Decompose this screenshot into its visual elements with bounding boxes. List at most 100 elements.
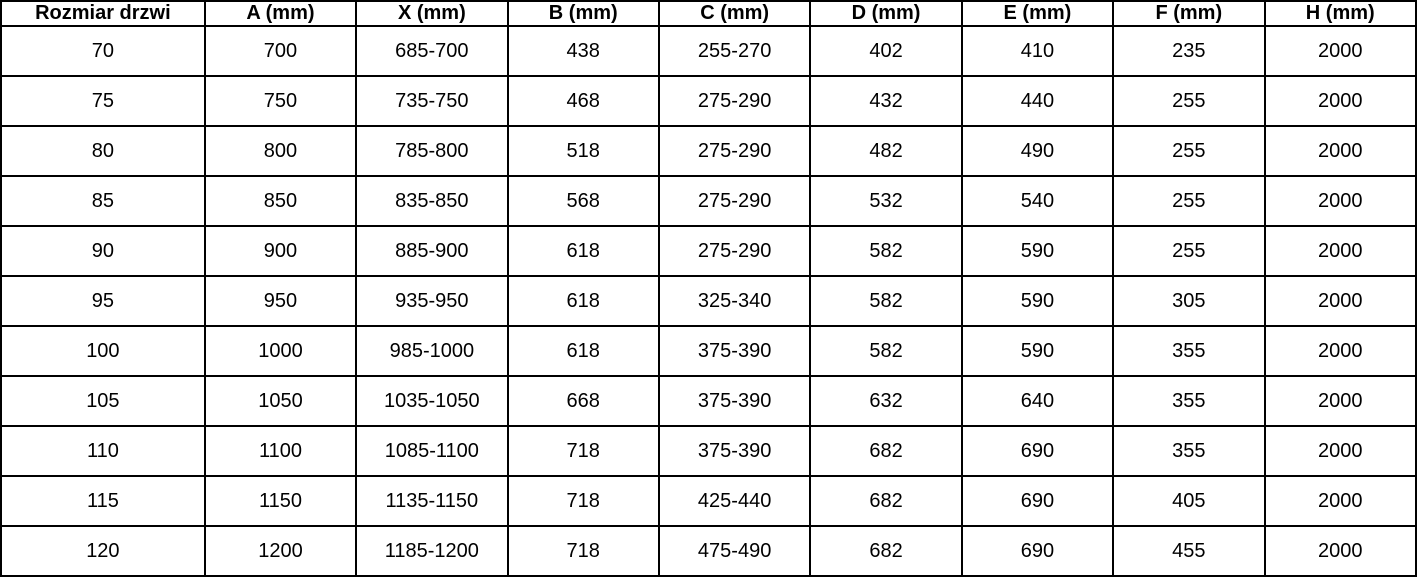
table-row: 120 1200 1185-1200 718 475-490 682 690 455 2000 bbox=[0, 525, 1417, 577]
table-cell: 355 bbox=[1112, 425, 1266, 477]
table-cell: 482 bbox=[809, 125, 963, 177]
table-cell: 455 bbox=[1112, 525, 1266, 577]
table-cell: 70 bbox=[0, 25, 206, 77]
table-cell: 632 bbox=[809, 375, 963, 427]
table-cell: 985-1000 bbox=[355, 325, 509, 377]
table-cell: 115 bbox=[0, 475, 206, 527]
table-row: 100 1000 985-1000 618 375-390 582 590 355 2000 bbox=[0, 325, 1417, 377]
table-cell: 618 bbox=[506, 275, 660, 327]
table-cell: 80 bbox=[0, 125, 206, 177]
table-cell: 2000 bbox=[1263, 525, 1417, 577]
table-cell: 475-490 bbox=[657, 525, 812, 577]
table-cell: 532 bbox=[809, 175, 963, 227]
table-cell: 682 bbox=[809, 475, 963, 527]
table-cell: 405 bbox=[1112, 475, 1266, 527]
table-cell: 750 bbox=[203, 75, 358, 127]
table-cell: 438 bbox=[506, 25, 660, 77]
table-cell: 1035-1050 bbox=[355, 375, 509, 427]
table-cell: 2000 bbox=[1263, 75, 1417, 127]
table-cell: 375-390 bbox=[657, 425, 812, 477]
table-cell: 935-950 bbox=[355, 275, 509, 327]
table-row: 70 700 685-700 438 255-270 402 410 235 2000 bbox=[0, 25, 1417, 77]
column-header: F (mm) bbox=[1112, 0, 1266, 27]
table-cell: 2000 bbox=[1263, 475, 1417, 527]
table-cell: 518 bbox=[506, 125, 660, 177]
table-cell: 425-440 bbox=[657, 475, 812, 527]
table-cell: 2000 bbox=[1263, 175, 1417, 227]
table-cell: 582 bbox=[809, 225, 963, 277]
table-cell: 2000 bbox=[1263, 375, 1417, 427]
table-row: 110 1100 1085-1100 718 375-390 682 690 355 2000 bbox=[0, 425, 1417, 477]
column-header: A (mm) bbox=[203, 0, 358, 27]
table-row: 90 900 885-900 618 275-290 582 590 255 2000 bbox=[0, 225, 1417, 277]
table-cell: 718 bbox=[506, 475, 660, 527]
table-cell: 785-800 bbox=[355, 125, 509, 177]
table-cell: 735-750 bbox=[355, 75, 509, 127]
table-cell: 100 bbox=[0, 325, 206, 377]
table-cell: 718 bbox=[506, 425, 660, 477]
table-cell: 1100 bbox=[203, 425, 358, 477]
table-row: 105 1050 1035-1050 668 375-390 632 640 355 2000 bbox=[0, 375, 1417, 427]
table-cell: 120 bbox=[0, 525, 206, 577]
table-cell: 490 bbox=[960, 125, 1115, 177]
table-cell: 432 bbox=[809, 75, 963, 127]
table-cell: 2000 bbox=[1263, 275, 1417, 327]
table-cell: 305 bbox=[1112, 275, 1266, 327]
table-cell: 582 bbox=[809, 325, 963, 377]
table-cell: 110 bbox=[0, 425, 206, 477]
table-cell: 275-290 bbox=[657, 175, 812, 227]
header-row: Rozmiar drzwi A (mm) X (mm) B (mm) C (mm) D (… bbox=[0, 0, 1417, 27]
table-cell: 1200 bbox=[203, 525, 358, 577]
table-row: 75 750 735-750 468 275-290 432 440 255 2000 bbox=[0, 75, 1417, 127]
table-cell: 255 bbox=[1112, 175, 1266, 227]
table-body: 70 700 685-700 438 255-270 402 410 235 2000 75 750… bbox=[0, 25, 1417, 577]
table-cell: 590 bbox=[960, 225, 1115, 277]
table-cell: 682 bbox=[809, 425, 963, 477]
table-cell: 255 bbox=[1112, 225, 1266, 277]
table-cell: 690 bbox=[960, 475, 1115, 527]
table-cell: 682 bbox=[809, 525, 963, 577]
table-cell: 95 bbox=[0, 275, 206, 327]
table-cell: 900 bbox=[203, 225, 358, 277]
table-cell: 582 bbox=[809, 275, 963, 327]
table-cell: 618 bbox=[506, 325, 660, 377]
table-row: 95 950 935-950 618 325-340 582 590 305 2000 bbox=[0, 275, 1417, 327]
table-cell: 355 bbox=[1112, 325, 1266, 377]
table-cell: 2000 bbox=[1263, 325, 1417, 377]
table-cell: 718 bbox=[506, 525, 660, 577]
table-cell: 1000 bbox=[203, 325, 358, 377]
table-cell: 275-290 bbox=[657, 225, 812, 277]
table-cell: 885-900 bbox=[355, 225, 509, 277]
table-cell: 402 bbox=[809, 25, 963, 77]
table-cell: 850 bbox=[203, 175, 358, 227]
table-cell: 640 bbox=[960, 375, 1115, 427]
column-header: D (mm) bbox=[809, 0, 963, 27]
table-cell: 2000 bbox=[1263, 25, 1417, 77]
table-cell: 1135-1150 bbox=[355, 475, 509, 527]
table-cell: 2000 bbox=[1263, 125, 1417, 177]
table-cell: 618 bbox=[506, 225, 660, 277]
table-cell: 375-390 bbox=[657, 325, 812, 377]
table-cell: 255 bbox=[1112, 125, 1266, 177]
table-cell: 355 bbox=[1112, 375, 1266, 427]
table-cell: 590 bbox=[960, 275, 1115, 327]
table-cell: 1085-1100 bbox=[355, 425, 509, 477]
column-header: X (mm) bbox=[355, 0, 509, 27]
column-header: B (mm) bbox=[506, 0, 660, 27]
table-cell: 90 bbox=[0, 225, 206, 277]
table-row: 85 850 835-850 568 275-290 532 540 255 2000 bbox=[0, 175, 1417, 227]
column-header: H (mm) bbox=[1263, 0, 1417, 27]
table-row: 80 800 785-800 518 275-290 482 490 255 2000 bbox=[0, 125, 1417, 177]
column-header: C (mm) bbox=[657, 0, 812, 27]
table-cell: 255-270 bbox=[657, 25, 812, 77]
table-cell: 468 bbox=[506, 75, 660, 127]
table-cell: 105 bbox=[0, 375, 206, 427]
table-cell: 2000 bbox=[1263, 225, 1417, 277]
table-cell: 255 bbox=[1112, 75, 1266, 127]
table-cell: 440 bbox=[960, 75, 1115, 127]
table-cell: 685-700 bbox=[355, 25, 509, 77]
table-header: Rozmiar drzwi A (mm) X (mm) B (mm) C (mm) D (… bbox=[0, 0, 1417, 27]
table-cell: 1050 bbox=[203, 375, 358, 427]
table-cell: 950 bbox=[203, 275, 358, 327]
table-cell: 800 bbox=[203, 125, 358, 177]
